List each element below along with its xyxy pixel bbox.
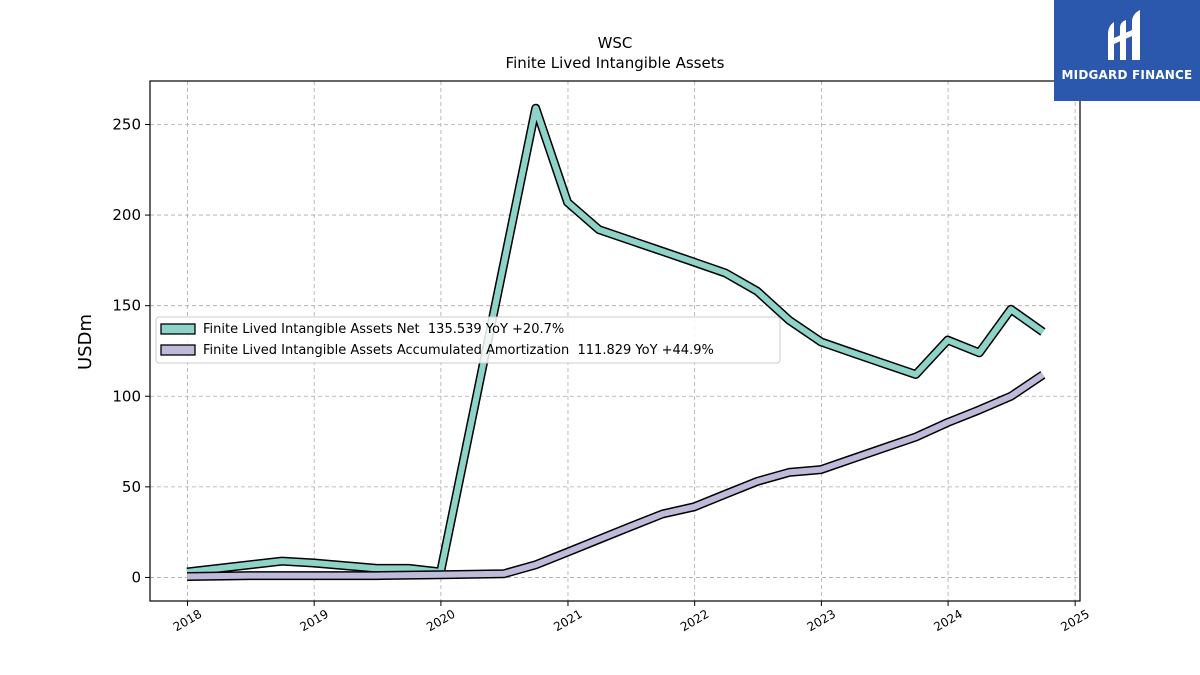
x-tick-label: 2020 [424, 607, 457, 634]
y-axis-label: USDm [75, 314, 96, 370]
legend-label-amortization: Finite Lived Intangible Assets Accumulat… [203, 343, 714, 358]
brand-logo: MIDGARD FINANCE [1054, 0, 1200, 101]
brand-name: MIDGARD FINANCE [1061, 68, 1193, 82]
series-lines [186, 103, 1046, 581]
series-line-outline-1 [187, 371, 1046, 581]
series-line-0 [186, 105, 1045, 575]
series-line-1 [187, 372, 1045, 580]
y-tick-label: 0 [131, 568, 141, 586]
y-tick-label: 250 [112, 115, 141, 133]
y-tick-label: 200 [112, 206, 141, 224]
legend-swatch-net [160, 323, 196, 335]
x-tick-label: 2025 [1058, 607, 1091, 634]
x-tick-label: 2019 [297, 607, 330, 634]
x-tick-label: 2022 [678, 607, 711, 634]
legend-swatch-amortization [160, 344, 196, 356]
x-tick-label: 2023 [805, 607, 838, 634]
chart-title: WSC [598, 34, 633, 52]
y-tick-label: 50 [122, 478, 141, 496]
y-tick-label: 100 [112, 387, 141, 405]
legend-label-net: Finite Lived Intangible Assets Net 135.5… [203, 322, 564, 337]
x-tick-label: 2018 [171, 607, 204, 634]
axis-ticks: 2018 2019 2020 2021 2022 2023 2024 2025 0 50 100 15… [112, 115, 1092, 634]
plot-area-frame [149, 80, 1081, 602]
y-tick-label: 150 [112, 297, 141, 315]
legend: Finite Lived Intangible Assets Net 135.5… [155, 316, 781, 364]
x-tick-label: 2024 [931, 607, 964, 634]
chart-subtitle: Finite Lived Intangible Assets [506, 54, 725, 72]
legend-frame [155, 316, 781, 364]
midgard-logo-icon [1108, 10, 1140, 60]
x-tick-label: 2021 [551, 607, 584, 634]
